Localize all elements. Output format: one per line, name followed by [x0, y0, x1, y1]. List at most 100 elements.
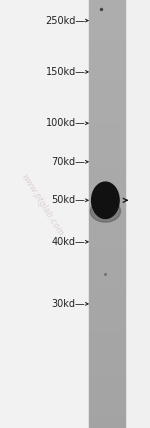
- Bar: [89, 210, 124, 214]
- Bar: [89, 21, 124, 26]
- Bar: [89, 334, 124, 338]
- Bar: [89, 214, 124, 218]
- Bar: [89, 167, 124, 171]
- Bar: [89, 218, 124, 223]
- Bar: [89, 98, 124, 103]
- Bar: [89, 295, 124, 300]
- Bar: [89, 394, 124, 398]
- Bar: [89, 128, 124, 133]
- Bar: [89, 81, 124, 86]
- Bar: [89, 111, 124, 116]
- Bar: [89, 385, 124, 389]
- Text: 50kd—: 50kd—: [52, 195, 86, 205]
- Bar: [89, 116, 124, 120]
- Bar: [89, 377, 124, 381]
- Bar: [89, 325, 124, 330]
- Bar: [89, 231, 124, 235]
- Bar: [89, 193, 124, 197]
- Bar: [89, 304, 124, 308]
- Bar: [89, 26, 124, 30]
- Bar: [89, 51, 124, 56]
- Bar: [89, 265, 124, 270]
- Bar: [89, 308, 124, 312]
- Bar: [89, 205, 124, 210]
- Bar: [89, 402, 124, 407]
- Bar: [89, 317, 124, 321]
- Bar: [89, 60, 124, 64]
- Bar: [89, 355, 124, 360]
- Bar: [89, 342, 124, 347]
- Bar: [89, 137, 124, 141]
- Bar: [89, 287, 124, 291]
- Bar: [89, 227, 124, 231]
- Bar: [89, 47, 124, 51]
- Text: 150kd—: 150kd—: [45, 67, 86, 77]
- Bar: [89, 274, 124, 278]
- Bar: [89, 364, 124, 368]
- Bar: [89, 64, 124, 68]
- Bar: [89, 235, 124, 240]
- Text: 70kd—: 70kd—: [52, 157, 86, 167]
- Bar: [89, 368, 124, 372]
- Bar: [89, 73, 124, 77]
- Bar: [89, 312, 124, 317]
- Bar: [89, 351, 124, 355]
- Bar: [89, 248, 124, 253]
- Bar: [89, 188, 124, 193]
- Bar: [89, 56, 124, 60]
- Bar: [89, 34, 124, 39]
- Bar: [89, 244, 124, 248]
- Bar: [89, 360, 124, 364]
- Text: 40kd—: 40kd—: [52, 237, 86, 247]
- Bar: [89, 282, 124, 287]
- Bar: [89, 407, 124, 411]
- Bar: [89, 184, 124, 188]
- Bar: [89, 261, 124, 265]
- Bar: [89, 133, 124, 137]
- Bar: [89, 240, 124, 244]
- Bar: [89, 330, 124, 334]
- Bar: [89, 223, 124, 227]
- Bar: [89, 17, 124, 21]
- Bar: [89, 291, 124, 295]
- Bar: [89, 321, 124, 325]
- Bar: [89, 381, 124, 385]
- Bar: [0, 0, 89, 428]
- Bar: [89, 180, 124, 184]
- Bar: [89, 270, 124, 274]
- Bar: [89, 300, 124, 304]
- Bar: [89, 9, 124, 13]
- Bar: [89, 39, 124, 43]
- Text: www.ptglab.com: www.ptglab.com: [19, 172, 65, 238]
- Bar: [89, 257, 124, 261]
- Text: 30kd—: 30kd—: [52, 299, 86, 309]
- Bar: [89, 171, 124, 175]
- Bar: [89, 141, 124, 146]
- Bar: [89, 146, 124, 150]
- Bar: [89, 90, 124, 94]
- Bar: [89, 372, 124, 377]
- Bar: [89, 68, 124, 73]
- Ellipse shape: [90, 200, 120, 222]
- Bar: [89, 13, 124, 17]
- Bar: [89, 150, 124, 154]
- Bar: [89, 163, 124, 167]
- Bar: [89, 30, 124, 34]
- Bar: [89, 86, 124, 90]
- Bar: [89, 124, 124, 128]
- Bar: [89, 103, 124, 107]
- Bar: [89, 77, 124, 81]
- Bar: [89, 107, 124, 111]
- Bar: [89, 158, 124, 163]
- Bar: [89, 419, 124, 424]
- Bar: [89, 94, 124, 98]
- Bar: [89, 197, 124, 201]
- Text: 250kd—: 250kd—: [45, 15, 86, 26]
- Bar: [89, 347, 124, 351]
- Bar: [89, 120, 124, 124]
- Bar: [89, 398, 124, 402]
- Ellipse shape: [92, 182, 119, 218]
- Bar: [89, 278, 124, 282]
- Bar: [89, 389, 124, 394]
- Text: 100kd—: 100kd—: [46, 118, 86, 128]
